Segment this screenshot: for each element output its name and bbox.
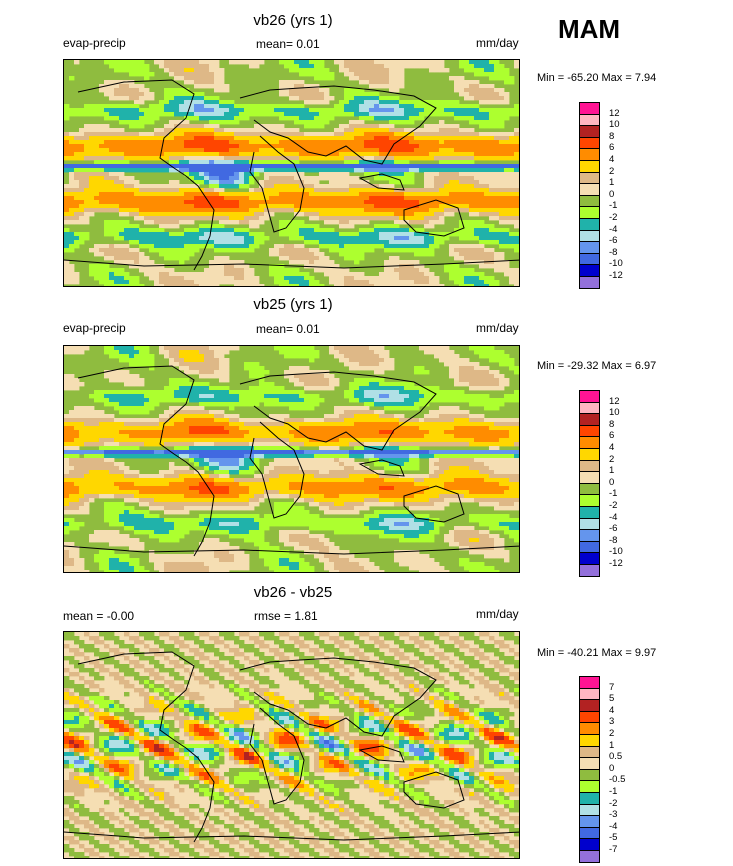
colorbar-tick-label: 0 <box>609 188 615 200</box>
panel-3-title: vb26 - vb25 <box>253 584 333 601</box>
colorbar-tick-label: 0 <box>609 762 615 774</box>
panel-2-mean-label: mean= 0.01 <box>256 322 320 336</box>
colorbar-tick-label: 4 <box>609 154 615 165</box>
colorbar-tick-label: -8 <box>609 246 618 258</box>
colorbar-tick-label: -10 <box>609 546 623 558</box>
panel-2-title: vb25 (yrs 1) <box>253 296 333 313</box>
panel-1-field <box>64 60 519 286</box>
panel-1-map <box>63 59 520 287</box>
colorbar-tick-label: 6 <box>609 430 615 442</box>
colorbar-tick-label: -4 <box>609 511 618 523</box>
colorbar-tick-label: -6 <box>609 235 618 247</box>
colorbar-tick-label: 2 <box>609 728 615 739</box>
panel-2-map <box>63 345 520 573</box>
colorbar-tick-label: 3 <box>609 716 615 728</box>
colorbar-tick-label: 5 <box>609 693 615 705</box>
colorbar-tick-label: 12 <box>609 107 620 119</box>
colorbar-swatch <box>579 564 600 577</box>
colorbar-tick-label: 1 <box>609 177 615 189</box>
panel-3-units-label: mm/day <box>476 607 519 621</box>
colorbar-tick-label: -7 <box>609 844 618 855</box>
panel-2-field <box>64 346 519 572</box>
panel-3-minmax: Min = -40.21 Max = 9.97 <box>537 647 657 659</box>
panel-3-map <box>63 631 520 859</box>
panel-3-mean-label: mean = -0.00 <box>63 609 135 623</box>
colorbar-tick-label: -12 <box>609 558 623 569</box>
panel-2-variable-label: evap-precip <box>63 321 126 335</box>
colorbar-tick-label: -3 <box>609 809 618 821</box>
colorbar-tick-label: 4 <box>609 704 615 716</box>
colorbar-tick-label: 10 <box>609 407 620 419</box>
colorbar-tick-label: 10 <box>609 119 620 131</box>
colorbar-tick-label: 1 <box>609 465 615 477</box>
season-label: MAM <box>558 14 621 44</box>
colorbar-tick-label: 7 <box>609 681 615 693</box>
colorbar-tick-label: -6 <box>609 523 618 535</box>
colorbar-tick-label: -1 <box>609 200 618 212</box>
colorbar-tick-label: 1 <box>609 739 615 751</box>
panel-2-minmax: Min = -29.32 Max = 6.97 <box>537 360 657 372</box>
colorbar-tick-label: -4 <box>609 223 618 235</box>
colorbar-tick-label: -2 <box>609 797 618 809</box>
colorbar-tick-label: 8 <box>609 418 615 430</box>
colorbar-tick-label: -8 <box>609 534 618 546</box>
colorbar-tick-label: 4 <box>609 442 615 453</box>
colorbar-tick-label: -2 <box>609 212 618 223</box>
colorbar-tick-label: -10 <box>609 258 623 270</box>
colorbar-tick-label: -0.5 <box>609 774 626 786</box>
colorbar-tick-label: -12 <box>609 270 623 281</box>
colorbar-tick-label: -2 <box>609 500 618 511</box>
panel-3-rmse-label: rmse = 1.81 <box>254 609 318 623</box>
panel-1-minmax: Min = -65.20 Max = 7.94 <box>537 72 657 84</box>
panel-1-units-label: mm/day <box>476 36 519 50</box>
colorbar-swatch <box>579 276 600 289</box>
colorbar-tick-label: -1 <box>609 488 618 500</box>
colorbar-tick-label: 12 <box>609 395 620 407</box>
colorbar-tick-label: -1 <box>609 786 618 797</box>
colorbar-tick-label: -4 <box>609 820 618 832</box>
panel-1-mean-label: mean= 0.01 <box>256 37 320 51</box>
panel-1-title: vb26 (yrs 1) <box>253 12 333 29</box>
colorbar-tick-label: 8 <box>609 130 615 142</box>
colorbar-tick-label: 0.5 <box>609 751 623 763</box>
colorbar-swatch <box>579 850 600 863</box>
panel-3-field <box>64 632 519 858</box>
colorbar-tick-label: 0 <box>609 476 615 488</box>
colorbar-tick-label: 6 <box>609 142 615 154</box>
colorbar-tick-label: 2 <box>609 453 615 465</box>
panel-1-variable-label: evap-precip <box>63 36 126 50</box>
panel-2-units-label: mm/day <box>476 321 519 335</box>
colorbar-tick-label: 2 <box>609 165 615 177</box>
colorbar-tick-label: -5 <box>609 832 618 844</box>
